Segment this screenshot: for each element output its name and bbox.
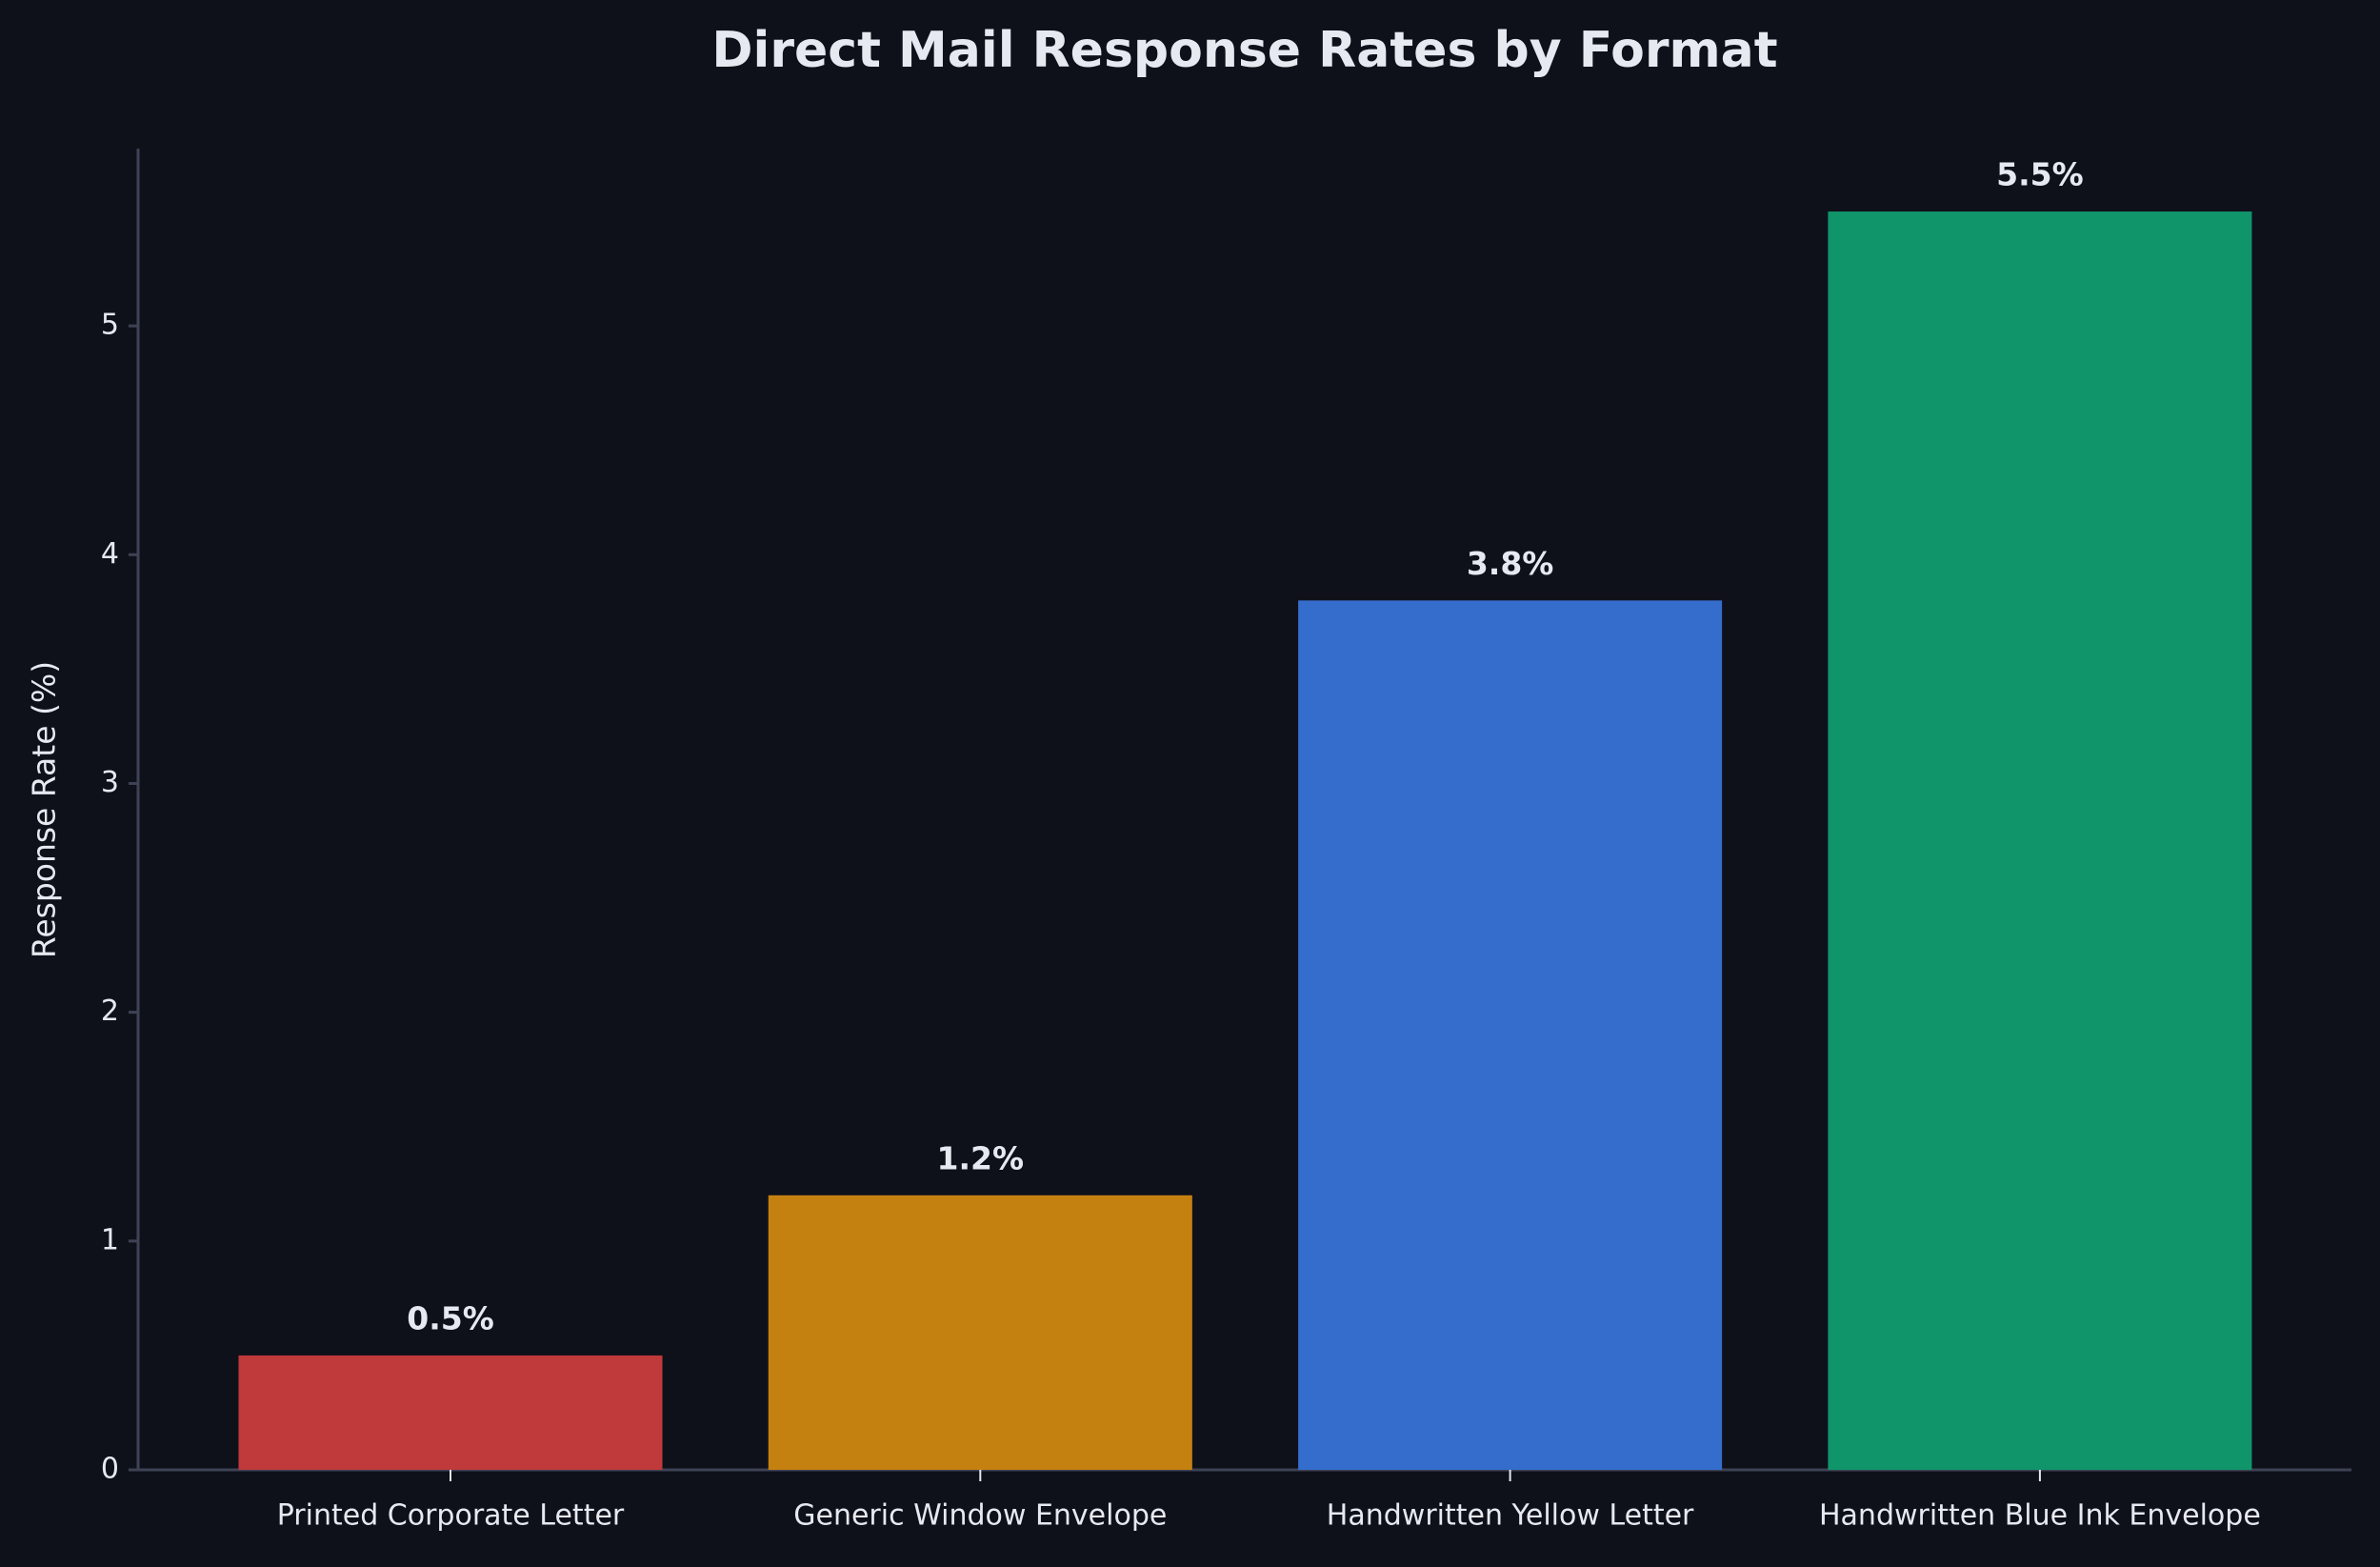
chart-title: Direct Mail Response Rates by Format [711, 22, 1777, 79]
y-tick-label: 1 [101, 1223, 119, 1256]
x-tick-label: Generic Window Envelope [793, 1499, 1167, 1533]
bar [768, 1195, 1192, 1470]
bar [1298, 600, 1723, 1470]
y-tick-label: 0 [101, 1453, 119, 1486]
value-label: 3.8% [1467, 545, 1554, 582]
x-tick-label: Handwritten Yellow Letter [1327, 1499, 1694, 1533]
value-label: 5.5% [1996, 156, 2084, 193]
bar [1828, 211, 2252, 1471]
value-label: 1.2% [937, 1139, 1025, 1176]
bar [238, 1355, 663, 1470]
y-tick-label: 4 [101, 537, 119, 571]
y-tick-label: 3 [101, 766, 119, 799]
x-tick-label: Printed Corporate Letter [277, 1499, 625, 1533]
x-tick-label: Handwritten Blue Ink Envelope [1819, 1499, 2261, 1533]
y-tick-label: 2 [101, 994, 119, 1028]
y-axis-label: Response Rate (%) [26, 661, 63, 958]
y-tick-label: 5 [101, 309, 119, 342]
value-label: 0.5% [407, 1299, 494, 1336]
